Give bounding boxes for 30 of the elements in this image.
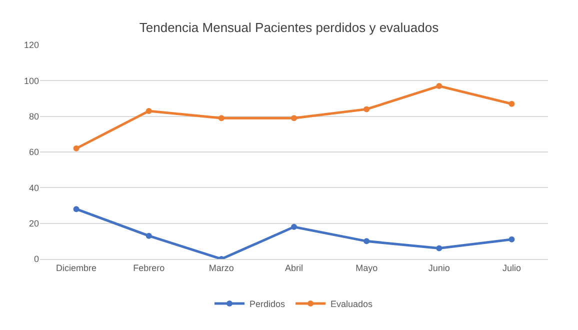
- point: [436, 245, 442, 252]
- x-tick-label: Julio: [502, 262, 521, 273]
- point: [291, 224, 297, 230]
- point: [291, 115, 297, 122]
- point: [364, 238, 370, 244]
- y-tick-label: 100: [24, 76, 39, 86]
- point: [436, 83, 442, 90]
- point: [146, 108, 152, 114]
- chart-title: Tendencia Mensual Pacientes perdidos y evaluados: [139, 20, 440, 36]
- point: [146, 232, 152, 239]
- legend-label: Evaluados: [330, 298, 374, 309]
- y-tick-label: 60: [28, 147, 39, 158]
- x-tick-label: Febrero: [133, 262, 165, 273]
- y-tick-label: 80: [28, 111, 39, 122]
- point: [508, 100, 515, 107]
- y-tick-label: 0: [34, 254, 39, 264]
- point: [73, 206, 80, 212]
- x-tick-label: Marzo: [208, 262, 234, 273]
- legend-label: Perdidos: [250, 298, 286, 309]
- x-tick-label: Abril: [284, 262, 304, 273]
- y-tick-label: 20: [28, 218, 39, 228]
- y-tick-label: 40: [28, 182, 39, 193]
- point: [364, 106, 370, 112]
- x-tick-label: Junio: [428, 262, 450, 273]
- point: [73, 145, 80, 152]
- point: [508, 236, 515, 242]
- point: [218, 115, 224, 122]
- x-tick-label: Diciembre: [56, 262, 97, 273]
- x-tick-label: Mayo: [356, 262, 378, 273]
- y-tick-label: 120: [24, 40, 39, 50]
